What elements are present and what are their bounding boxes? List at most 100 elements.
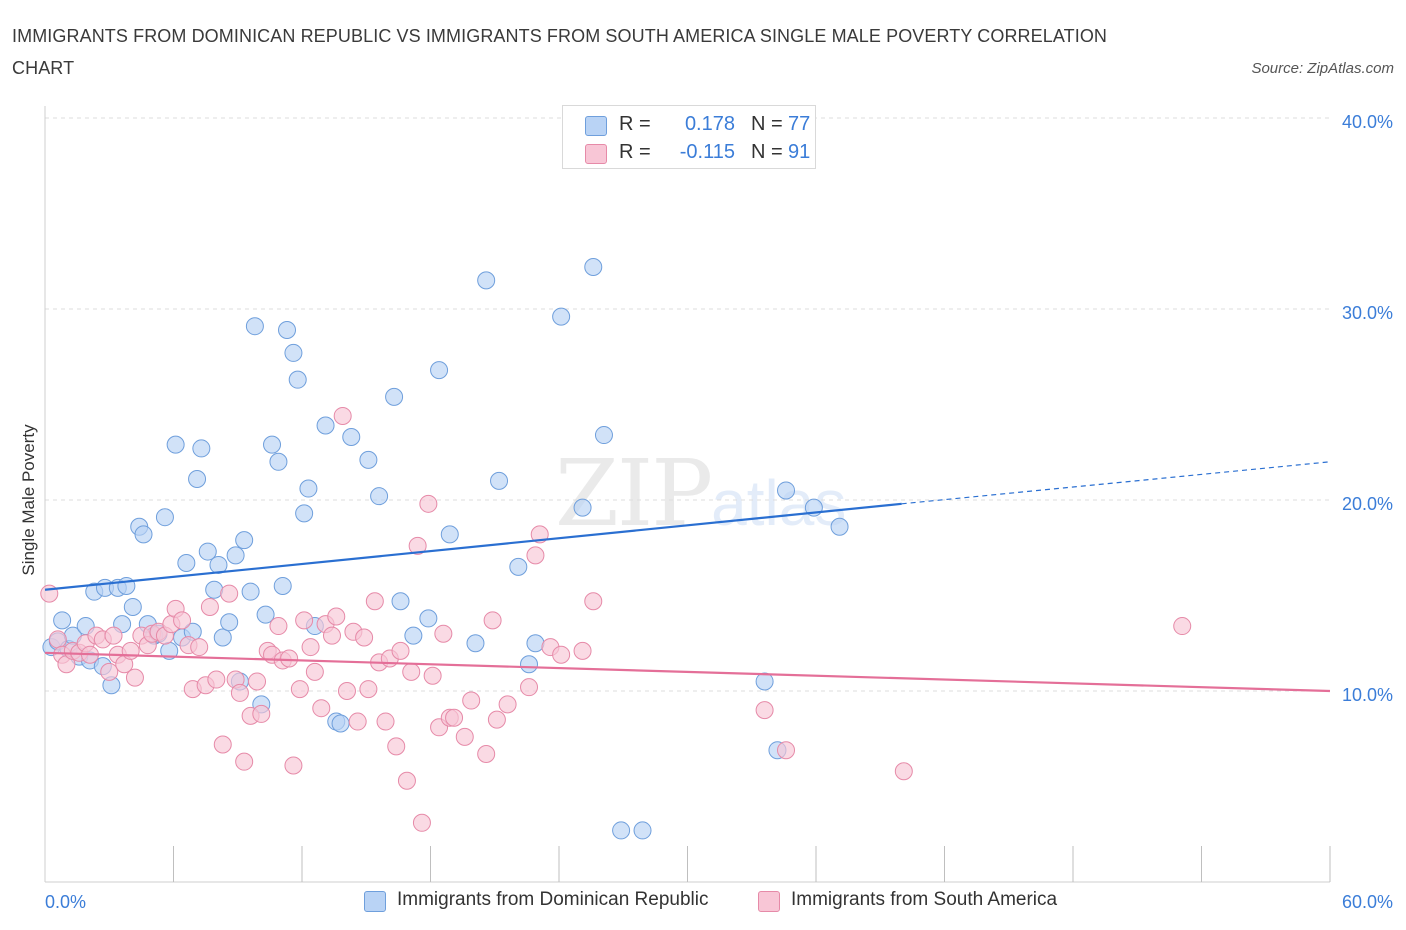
pink-data-point: [121, 641, 140, 660]
blue-data-point: [526, 634, 545, 653]
blue-data-point: [509, 557, 528, 576]
points-layer: [40, 257, 1192, 840]
blue-data-point: [316, 416, 335, 435]
pink-data-point: [408, 536, 427, 555]
pink-data-point: [397, 771, 416, 790]
pink-data-point: [412, 813, 431, 832]
blue-data-point: [177, 554, 196, 573]
blue-data-point: [263, 435, 282, 454]
blue-data-point: [241, 582, 260, 601]
blue-data-point: [342, 427, 361, 446]
blue-data-point: [256, 605, 275, 624]
blue-data-point: [188, 469, 207, 488]
pink-data-point: [322, 626, 341, 645]
bottom-legend-swatch-blue: [364, 891, 386, 912]
y-axis-label: Single Male Poverty: [19, 424, 38, 576]
blue-trend-line: [44, 502, 902, 591]
pink-data-point: [355, 628, 374, 647]
blue-data-point: [134, 525, 153, 544]
pink-data-point: [755, 701, 774, 720]
pink-data-point: [173, 611, 192, 630]
pink-data-point: [220, 584, 239, 603]
pink-data-point: [305, 662, 324, 681]
blue-data-point: [391, 592, 410, 611]
blue-data-point: [53, 611, 72, 630]
bottom-legend-label: Immigrants from Dominican Republic: [397, 889, 709, 910]
pink-data-point: [477, 745, 496, 764]
source-credit: Source: ZipAtlas.com: [1251, 60, 1394, 77]
blue-data-point: [385, 387, 404, 406]
legend-r-value: -0.115: [679, 141, 735, 163]
pink-data-point: [894, 762, 913, 781]
blue-data-point: [278, 321, 297, 340]
y-tick-label: 20.0%: [1342, 494, 1393, 514]
pink-data-point: [301, 638, 320, 657]
grid-layer: [45, 117, 1330, 692]
trend-layer: [44, 461, 1331, 693]
y-tick-label: 40.0%: [1342, 112, 1393, 132]
blue-data-point: [269, 452, 288, 471]
pink-data-point: [200, 597, 219, 616]
blue-data-point: [123, 597, 142, 616]
pink-data-point: [584, 592, 603, 611]
x-tick-label: 0.0%: [45, 892, 86, 912]
blue-data-point: [584, 257, 603, 276]
correlation-legend: R = 0.178 N = 77 R = -0.115 N = 91: [562, 105, 816, 169]
blue-data-point: [273, 576, 292, 595]
pink-data-point: [526, 546, 545, 565]
pink-data-point: [104, 626, 123, 645]
legend-swatch-pink: [585, 144, 607, 164]
blue-data-point: [633, 821, 652, 840]
pink-data-point: [445, 708, 464, 727]
pink-data-point: [190, 638, 209, 657]
blue-data-point: [295, 504, 314, 523]
blue-data-point: [594, 426, 613, 445]
pink-data-point: [1173, 617, 1192, 636]
pink-data-point: [290, 680, 309, 699]
blue-data-point: [612, 821, 631, 840]
blue-data-point: [490, 471, 509, 490]
blue-data-point: [573, 498, 592, 517]
chart-title: IMMIGRANTS FROM DOMINICAN REPUBLIC VS IM…: [12, 26, 1108, 78]
pink-data-point: [348, 712, 367, 731]
pink-data-point: [402, 662, 421, 681]
pink-data-point: [48, 630, 67, 649]
legend-swatch-blue: [585, 116, 607, 136]
legend-r-label: R =: [619, 141, 651, 163]
legend-r-label: R =: [619, 113, 651, 135]
pink-data-point: [552, 645, 571, 664]
pink-trend-line: [44, 651, 1331, 693]
blue-data-point: [220, 613, 239, 632]
blue-data-point: [226, 546, 245, 565]
pink-data-point: [230, 683, 249, 702]
pink-data-point: [269, 617, 288, 636]
pink-data-point: [252, 704, 271, 723]
blue-data-point: [552, 307, 571, 326]
blue-data-point: [755, 672, 774, 691]
blue-data-point: [520, 655, 539, 674]
pink-data-point: [337, 682, 356, 700]
pink-data-point: [487, 710, 506, 729]
pink-data-point: [207, 670, 226, 689]
blue-data-point: [331, 714, 350, 733]
pink-data-point: [391, 641, 410, 660]
legend-r-value: 0.178: [684, 113, 735, 135]
pink-data-point: [419, 494, 438, 513]
pink-data-point: [376, 712, 395, 731]
pink-data-point: [284, 756, 303, 775]
blue-trend-extension: [901, 461, 1331, 505]
blue-data-point: [419, 609, 438, 628]
pink-data-point: [248, 672, 267, 691]
pink-data-point: [455, 727, 474, 746]
blue-data-point: [284, 343, 303, 362]
y-tick-label: 30.0%: [1342, 303, 1393, 323]
blue-data-point: [192, 439, 211, 458]
bottom-legend-swatch-pink: [758, 891, 780, 912]
blue-data-point: [245, 317, 264, 336]
pink-data-point: [333, 406, 352, 425]
pink-data-point: [483, 611, 502, 630]
blue-data-point: [404, 626, 423, 645]
axis-layer: [44, 106, 1331, 883]
pink-data-point: [280, 649, 299, 668]
